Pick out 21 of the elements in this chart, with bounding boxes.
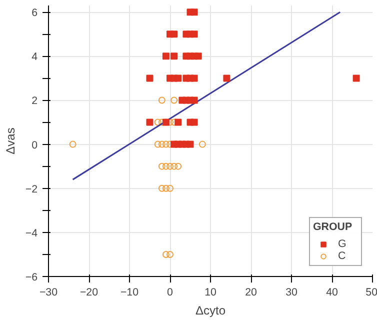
x-tick-label: −10 <box>120 286 139 298</box>
y-tick-label: −2 <box>25 183 38 196</box>
legend-title: GROUP <box>313 221 354 233</box>
y-tick-label: −6 <box>25 272 38 284</box>
x-tick-label: 50 <box>366 286 377 298</box>
y-tick-label: 2 <box>32 95 38 108</box>
x-tick-label: 30 <box>286 286 298 298</box>
legend-label: C <box>338 250 347 262</box>
x-tick-label: 40 <box>326 286 338 298</box>
x-tick-label: 20 <box>245 286 257 298</box>
x-tick-label: −30 <box>39 286 58 298</box>
y-axis-title: Δvas <box>3 128 18 154</box>
x-tick-label: 10 <box>204 286 216 298</box>
y-tick-label: 6 <box>32 7 38 20</box>
y-tick-label: 0 <box>32 139 38 152</box>
y-tick-label: −4 <box>25 227 38 240</box>
x-axis-title: Δcyto <box>195 304 226 318</box>
legend-label: G <box>338 238 348 250</box>
x-tick-label: −20 <box>80 286 98 298</box>
x-tick-label: 0 <box>167 286 174 298</box>
y-tick-label: 4 <box>32 51 38 64</box>
